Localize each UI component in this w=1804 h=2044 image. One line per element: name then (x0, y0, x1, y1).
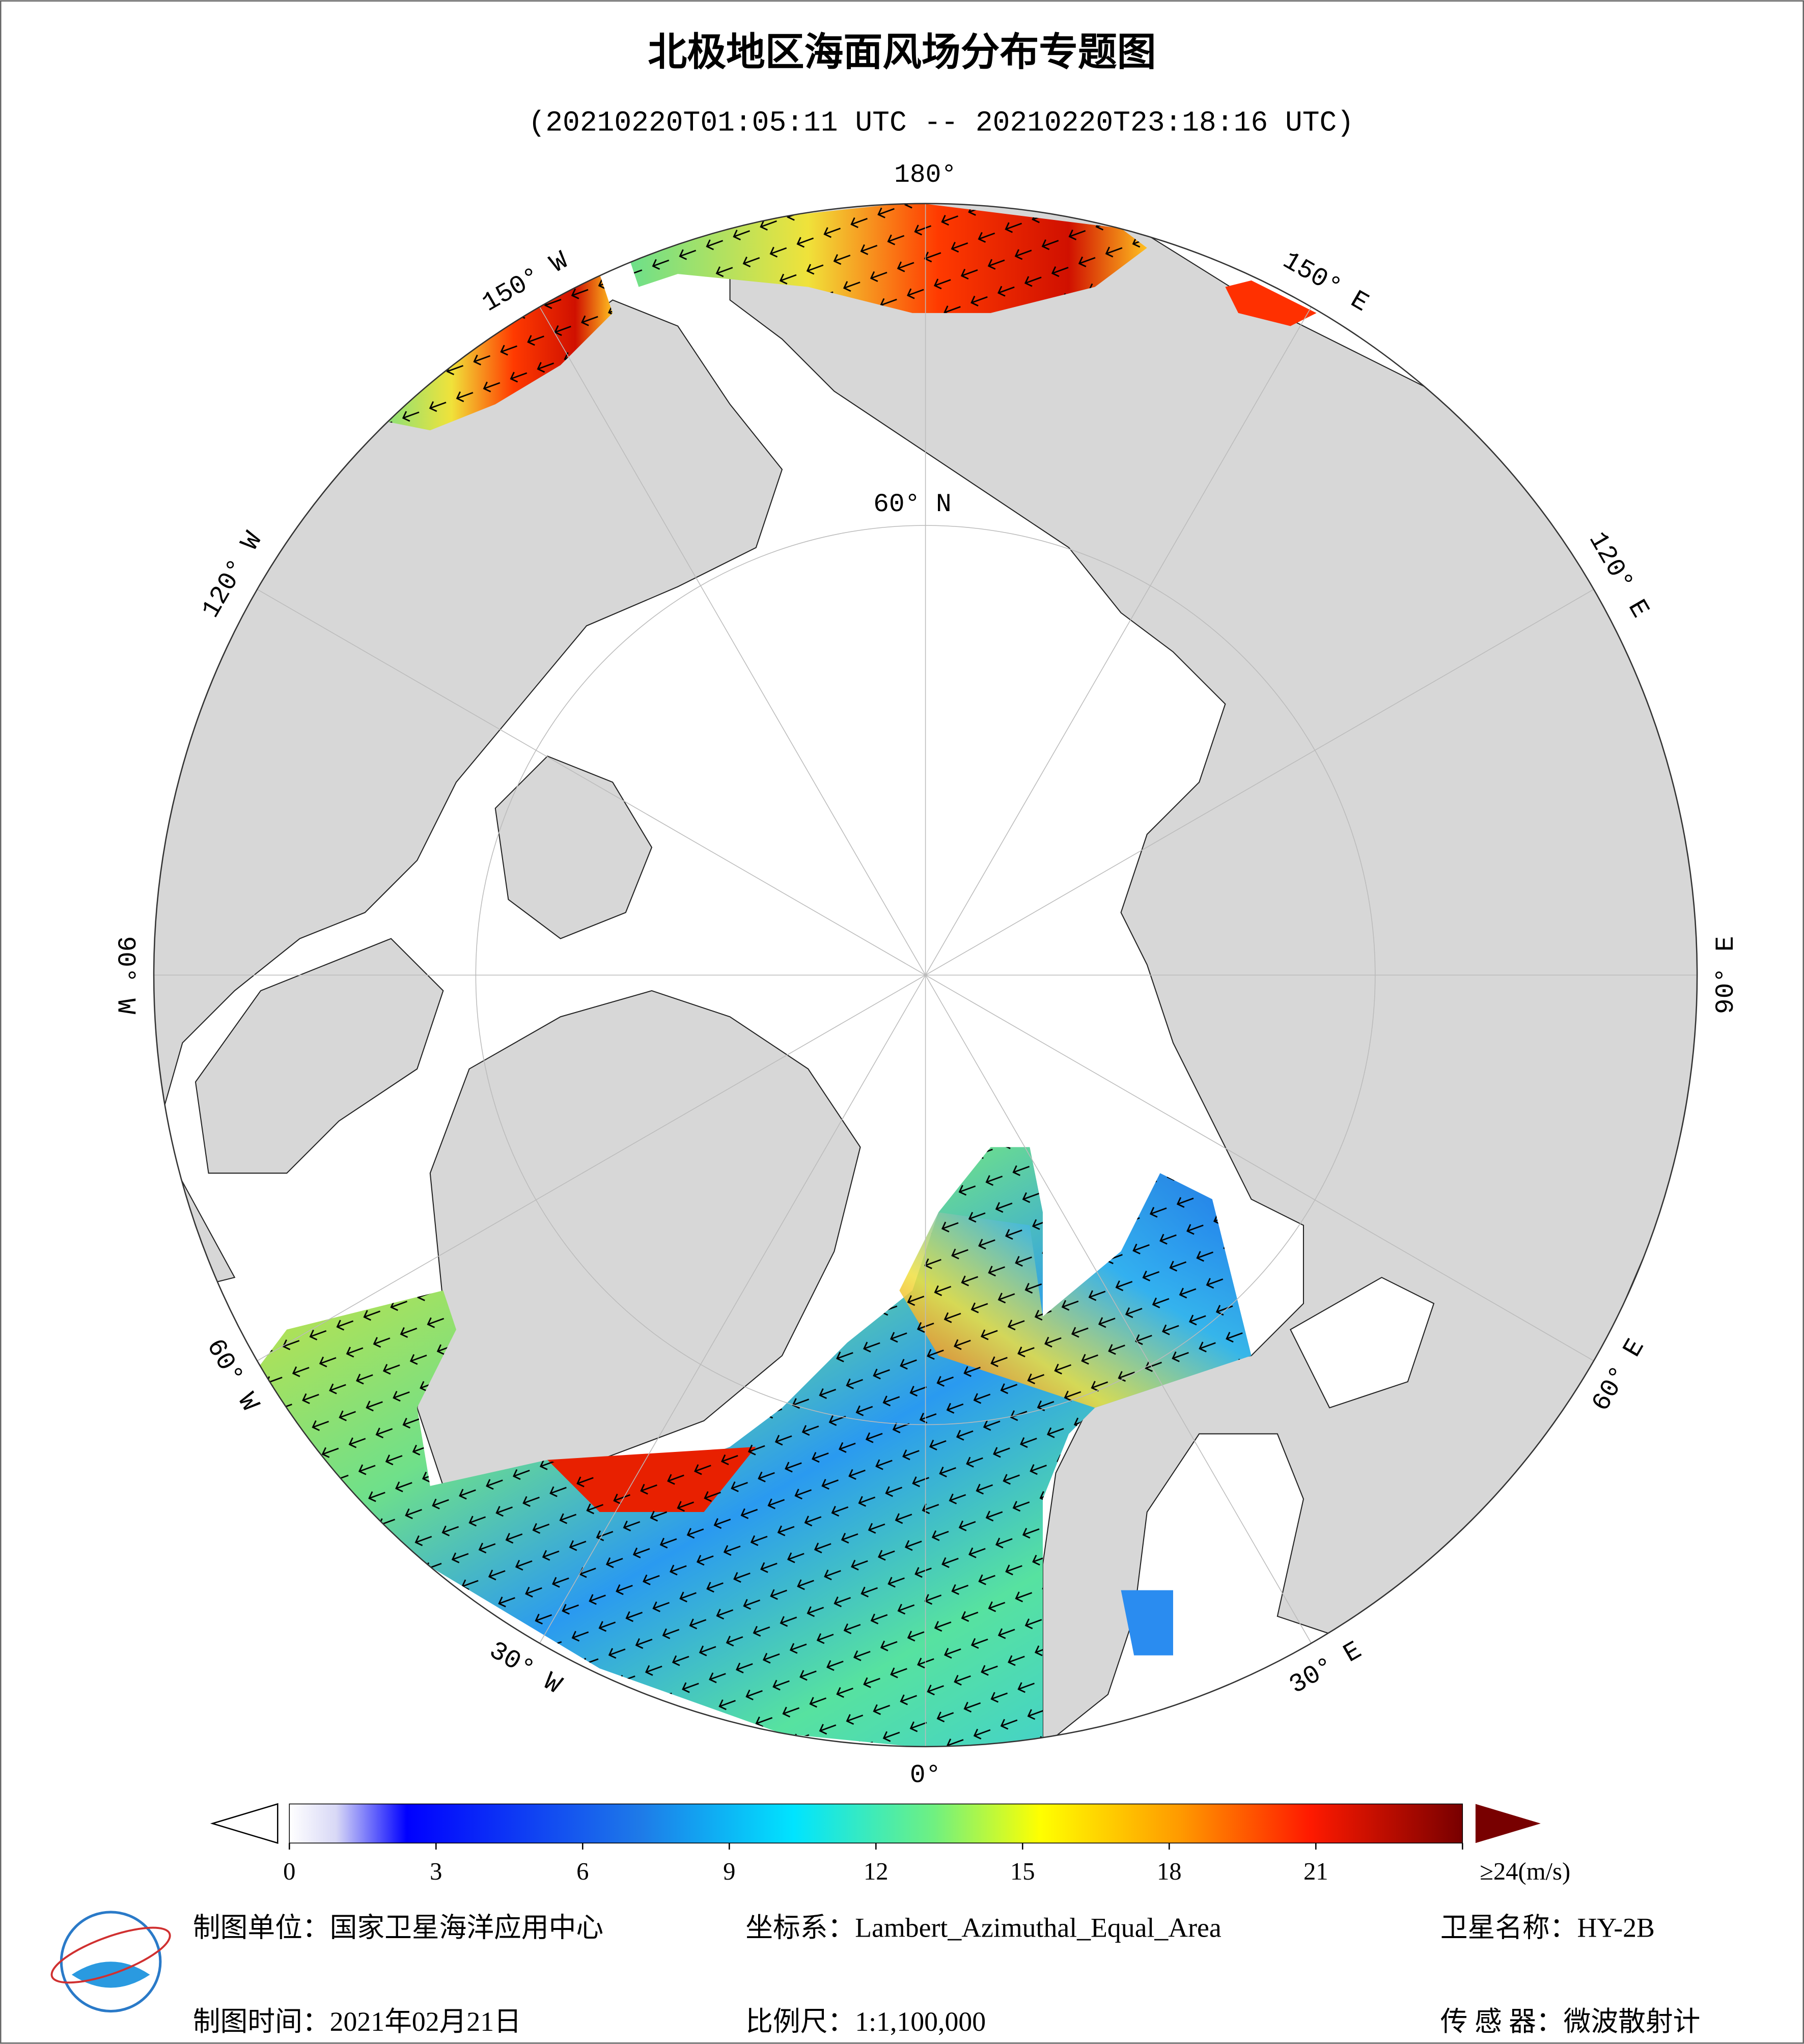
map-border (153, 203, 1698, 1748)
colorbar: 0 3 6 9 12 15 18 21 ≥24(m/s) (210, 1803, 1570, 1885)
colorbar-tick-label: 0 (283, 1858, 295, 1885)
meridian-label: 0° (910, 1761, 941, 1790)
logo (50, 1911, 171, 2013)
meridian (539, 306, 926, 975)
meridian (925, 589, 1594, 976)
colorbar-tick-label: 21 (1303, 1858, 1328, 1885)
meridian (925, 306, 1312, 975)
colorbar-tick-label: 9 (723, 1858, 735, 1885)
colorbar-tick-label: 12 (864, 1858, 889, 1885)
footer-crs: 坐标系：Lambert_Azimuthal_Equal_Area (745, 1913, 1222, 1943)
footer-unit: 制图单位：国家卫星海洋应用中心 (193, 1913, 603, 1943)
footer-date: 制图时间：2021年02月21日 (193, 2006, 521, 2037)
meridian (257, 974, 926, 1361)
meridian-label: 180° (894, 160, 957, 190)
colorbar-over (1475, 1804, 1541, 1843)
colorbar-tick-label: 18 (1157, 1858, 1182, 1885)
footer-satellite: 卫星名称：HY-2B (1440, 1913, 1655, 1943)
subtitle: (20210220T01:05:11 UTC -- 20210220T23:18… (528, 106, 1354, 139)
graticule (154, 203, 1698, 1747)
title: 北极地区海面风场分布专题图 (648, 31, 1156, 74)
colorbar-under (210, 1803, 279, 1844)
meridian (257, 589, 926, 976)
parallel-label: 60° N (873, 490, 952, 519)
wind-field (247, 203, 1317, 1747)
meridian (925, 974, 1312, 1644)
land (154, 203, 1698, 1747)
colorbar-tick-label: ≥24(m/s) (1480, 1858, 1570, 1885)
map (154, 203, 1698, 1747)
colorbar-tick-label: 6 (576, 1858, 589, 1885)
footer-sensor: 传 感 器：微波散射计 (1440, 2006, 1701, 2037)
meridian-label: 90° W (110, 936, 140, 1015)
meridian (539, 974, 926, 1644)
meridian (925, 974, 1594, 1361)
colorbar-bar (289, 1803, 1463, 1844)
meridian-label: 90° E (1711, 936, 1741, 1015)
colorbar-tick-label: 3 (430, 1858, 442, 1885)
footer-scale: 比例尺：1:1,100,000 (745, 2006, 986, 2037)
colorbar-tick-label: 15 (1010, 1858, 1035, 1885)
